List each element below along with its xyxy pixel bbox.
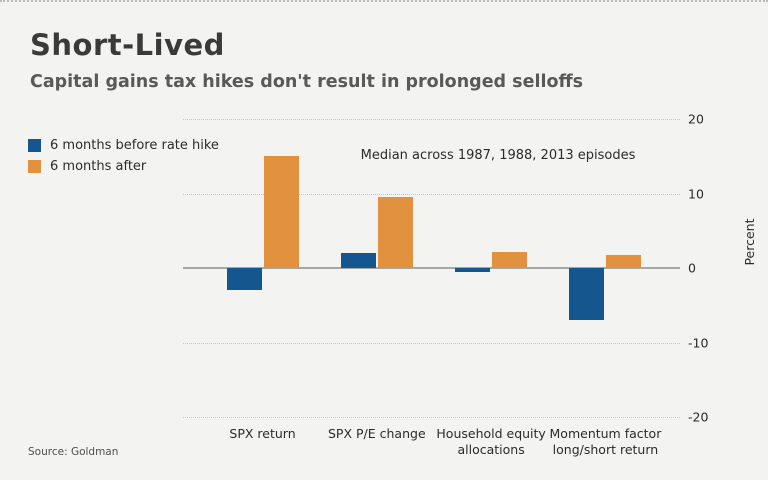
source-note: Source: Goldman [28, 446, 119, 458]
legend-label: 6 months before rate hike [50, 138, 219, 153]
zero-gridline [183, 267, 680, 269]
plot-area [183, 119, 680, 418]
bar-before [226, 268, 262, 291]
page-title: Short-Lived [30, 28, 225, 62]
bar-after [606, 254, 642, 268]
legend-item-before: 6 months before rate hike [28, 135, 219, 156]
bar-before [340, 253, 376, 268]
legend-swatch-blue-icon [28, 139, 41, 152]
bar-before [569, 268, 605, 321]
legend: 6 months before rate hike 6 months after [28, 135, 219, 177]
x-axis-category-label: Household equity allocations [436, 426, 546, 457]
legend-swatch-orange-icon [28, 160, 41, 173]
y-tick-label: -10 [688, 335, 709, 350]
legend-item-after: 6 months after [28, 156, 219, 177]
y-tick-label: 10 [688, 186, 704, 201]
legend-label: 6 months after [50, 159, 147, 174]
gridline [183, 417, 680, 418]
bar-after [492, 251, 528, 268]
y-tick-label: -20 [688, 409, 709, 425]
bar-after [263, 156, 299, 268]
bar-after [377, 197, 413, 268]
x-axis-category-label: SPX P/E change [328, 426, 426, 441]
chart-subtitle: Capital gains tax hikes don't result in … [30, 72, 584, 92]
y-axis-title: Percent [742, 218, 757, 266]
gridline [183, 119, 680, 120]
bar-before [455, 268, 491, 272]
y-tick-label: 0 [688, 260, 696, 276]
gridline [183, 342, 680, 344]
y-tick-label: 20 [688, 111, 704, 127]
x-axis-category-label: SPX return [229, 426, 296, 441]
x-axis-category-label: Momentum factor long/short return [549, 426, 662, 457]
y-axis-tick-labels: 20 10 0 -10 -20 [688, 112, 728, 425]
gridline [183, 193, 680, 195]
chart-annotation: Median across 1987, 1988, 2013 episodes [360, 148, 636, 163]
